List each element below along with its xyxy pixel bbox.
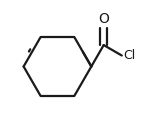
Text: O: O [98, 12, 109, 26]
Text: Cl: Cl [123, 49, 135, 62]
